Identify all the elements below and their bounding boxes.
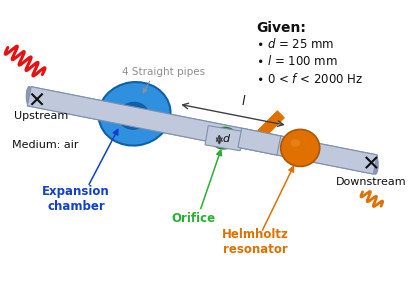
Text: Medium: air: Medium: air	[12, 140, 78, 150]
Text: $\bullet$ $l$ = 100 mm: $\bullet$ $l$ = 100 mm	[256, 54, 338, 68]
Text: Downstream: Downstream	[336, 177, 407, 187]
Polygon shape	[205, 126, 243, 151]
Ellipse shape	[372, 155, 378, 174]
Polygon shape	[258, 111, 284, 137]
Text: 4 Straight pipes: 4 Straight pipes	[122, 67, 205, 77]
Text: $l$: $l$	[241, 94, 246, 108]
Ellipse shape	[218, 133, 231, 143]
Ellipse shape	[118, 102, 149, 129]
Ellipse shape	[290, 139, 300, 147]
Text: $d$: $d$	[222, 132, 232, 144]
Ellipse shape	[26, 86, 32, 106]
Text: Orifice: Orifice	[171, 212, 215, 224]
Ellipse shape	[281, 129, 320, 166]
Polygon shape	[27, 87, 377, 174]
Text: $\bullet$ $d$ = 25 mm: $\bullet$ $d$ = 25 mm	[256, 37, 335, 51]
Ellipse shape	[212, 127, 237, 149]
Text: Expansion
chamber: Expansion chamber	[42, 185, 110, 213]
Text: Upstream: Upstream	[14, 111, 68, 121]
Text: $\bullet$ 0 < $f$ < 2000 Hz: $\bullet$ 0 < $f$ < 2000 Hz	[256, 72, 364, 86]
Text: Helmholtz
resonator: Helmholtz resonator	[222, 229, 289, 256]
Polygon shape	[238, 128, 281, 155]
Ellipse shape	[98, 82, 171, 146]
Text: Given:: Given:	[256, 21, 306, 35]
Polygon shape	[27, 87, 377, 174]
